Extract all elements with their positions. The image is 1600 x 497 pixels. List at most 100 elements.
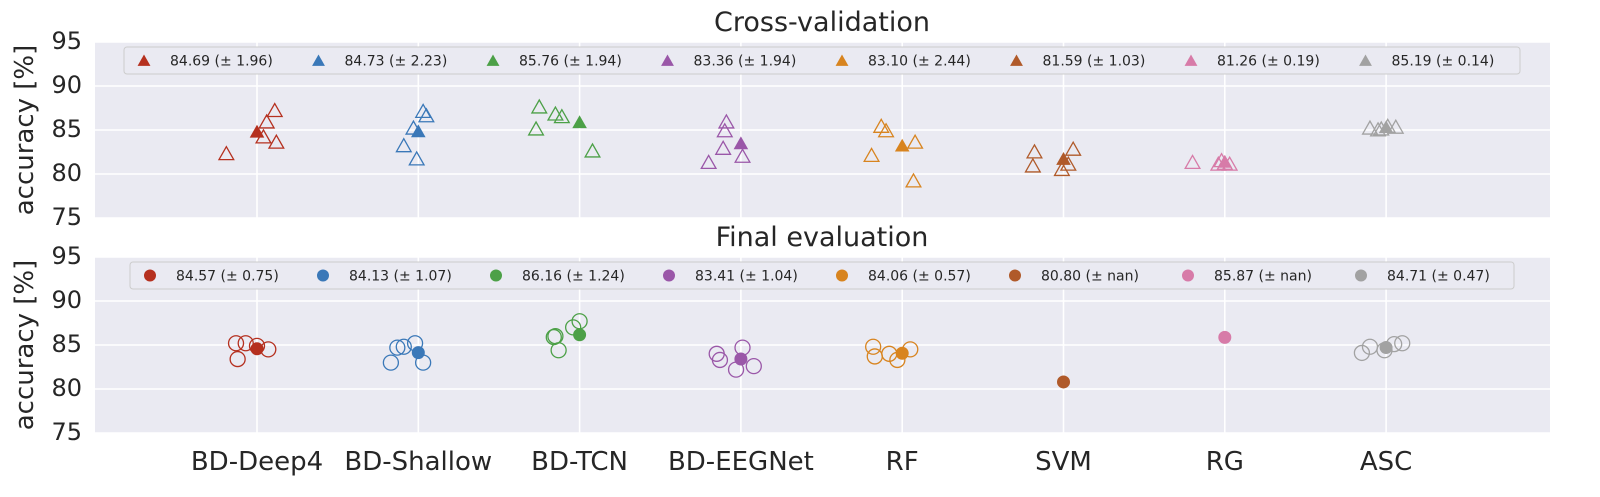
final-mean-marker [1218,330,1232,344]
final-evaluation-panel: 75 80 85 90 95 Final evaluation accuracy [%]… [10,222,1550,446]
cv-legend-marker [1010,54,1023,66]
cv-fold-marker [417,107,435,123]
cv-fold-marker [1184,154,1202,170]
final-run-marker [865,338,882,355]
cv-mean-marker [894,138,910,152]
final-run-marker [382,354,400,371]
cv-legend-marker [312,54,325,66]
cv-fold-marker [266,102,284,118]
final-legend-marker [836,269,848,282]
cv-fold-marker [863,147,881,163]
final-mean-marker [895,346,909,360]
final-legend-label: 84.71 (± 0.47) [1387,269,1490,285]
cv-fold-marker [258,113,276,129]
final-y-axis-label: accuracy [%] [10,260,40,431]
cv-legend-marker [835,54,849,66]
final-mean-marker [734,352,748,366]
final-mean-marker [1057,375,1070,389]
final-legend-label: 85.87 (± nan) [1214,269,1312,285]
cv-fold-marker [906,133,924,149]
final-legend-label: 80.80 (± nan) [1041,269,1139,285]
x-tick-label: BD-EEGNet [668,447,814,477]
x-tick-label: BD-Deep4 [191,447,323,477]
final-legend-label: 84.06 (± 0.57) [868,269,971,285]
cv-fold-marker [714,140,732,155]
x-tick-label: RG [1206,447,1244,477]
final-legend-marker [1355,269,1367,282]
cv-fold-marker [530,98,548,114]
final-y-tick-label: 80 [51,374,82,402]
final-legend: 84.57 (± 0.75) 84.13 (± 1.07) 86.16 (± 1.2… [129,261,1515,290]
cv-fold-marker [877,122,895,138]
final-legend-marker [144,269,156,282]
cv-legend-marker [137,54,151,66]
cv-legend-label: 85.19 (± 0.14) [1392,54,1495,70]
cv-legend-marker [1184,54,1198,66]
cv-fold-marker [717,113,735,129]
final-legend-marker [490,269,502,282]
final-run-marker [229,350,246,368]
final-y-tick-label: 90 [51,286,82,314]
final-legend-marker [1182,269,1194,282]
final-y-tick-label: 95 [51,242,82,270]
cv-legend-label: 84.69 (± 1.96) [170,54,273,70]
final-legend-box [129,261,1515,290]
cv-fold-marker [734,147,751,163]
cross-validation-panel: 75 80 85 90 95 Cross-validation accuracy [%]… [10,7,1550,231]
final-legend-label: 84.57 (± 0.75) [176,269,279,285]
cv-fold-marker [1053,161,1071,177]
final-y-tick-label: 85 [51,330,82,358]
cv-mean-marker [1217,154,1233,168]
final-mean-marker [573,328,587,342]
cv-fold-marker [905,172,922,188]
cv-fold-marker [1387,118,1405,134]
final-run-marker [1394,335,1411,352]
final-mean-marker [1379,341,1393,355]
final-legend-marker [317,269,329,282]
cv-markers [217,98,1405,188]
cv-fold-marker [408,150,426,166]
final-legend-label: 84.13 (± 1.07) [349,269,452,285]
final-legend-label: 86.16 (± 1.24) [522,269,625,285]
final-y-ticks: 75 80 85 90 95 [51,242,82,446]
final-legend-label: 83.41 (± 1.04) [695,269,798,285]
final-run-marker [227,335,245,352]
cv-legend-marker [486,54,500,66]
cv-mean-marker [1378,120,1394,134]
cv-fold-marker [1064,140,1082,156]
cv-legend-label: 83.10 (± 2.44) [868,54,971,70]
cv-y-tick-label: 75 [51,203,82,231]
cv-legend-box [123,46,1521,75]
final-run-marker [711,351,729,369]
cv-legend-label: 85.76 (± 1.94) [519,54,622,70]
cv-legend-label: 84.73 (± 2.23) [345,54,448,70]
cv-y-ticks: 75 80 85 90 95 [51,27,82,231]
cv-legend-marker [1359,54,1372,66]
final-legend-marker [663,269,675,282]
cv-y-tick-label: 95 [51,27,82,55]
final-mean-marker [411,346,425,360]
cv-fold-marker [217,145,235,161]
cv-legend-label: 81.59 (± 1.03) [1043,54,1146,70]
cv-mean-marker [249,124,265,138]
x-tick-label: RF [886,447,919,477]
cv-fold-marker [1025,143,1043,159]
final-run-marker [389,339,406,356]
cv-y-tick-label: 80 [51,159,82,187]
x-tick-label: SVM [1035,447,1092,477]
final-run-marker [550,342,567,359]
final-y-tick-label: 75 [51,418,82,446]
final-run-marker [745,357,762,375]
final-run-marker [395,338,412,355]
x-tick-labels: BD-Deep4 BD-Shallow BD-TCN BD-EEGNet RF SVM RG… [191,447,1412,477]
cv-fold-marker [584,142,601,158]
x-tick-label: ASC [1360,447,1412,477]
x-tick-label: BD-TCN [531,447,628,477]
cv-legend-marker [661,54,674,66]
cv-legend-label: 81.26 (± 0.19) [1217,54,1320,70]
final-legend-marker [1009,269,1021,282]
final-title: Final evaluation [716,222,929,253]
cv-mean-marker [1056,151,1071,165]
cv-fold-marker [527,120,545,136]
